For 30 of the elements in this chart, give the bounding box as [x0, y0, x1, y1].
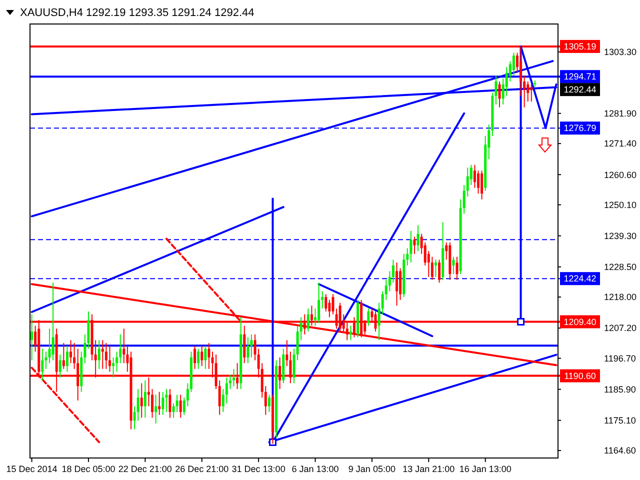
x-tick-label: 15 Dec 2014 [6, 464, 58, 474]
y-tick-label: 1271.40 [604, 138, 637, 149]
y-tick-label: 1185.90 [604, 384, 636, 394]
x-tick-label: 18 Dec 05:00 [62, 464, 116, 474]
ref-line-label: 1224.42 [564, 274, 596, 284]
y-tick-label: 1239.30 [604, 230, 637, 241]
x-tick-label: 16 Jan 13:00 [459, 464, 512, 474]
ref-line-label: 1294.71 [564, 72, 596, 82]
text: 1292.44 [564, 84, 596, 95]
y-tick-label: 1303.30 [604, 47, 637, 58]
ref-line-label: 1190.60 [564, 370, 596, 381]
y-tick-label: 1250.10 [604, 200, 637, 210]
y-tick-label: 1196.70 [604, 353, 636, 364]
y-tick-label: 1218.00 [604, 292, 637, 302]
x-tick-label: 9 Jan 05:00 [348, 464, 396, 474]
x-tick-label: 31 Dec 13:00 [232, 464, 286, 474]
y-tick-label: 1228.50 [604, 262, 637, 272]
y-tick-label: 1175.10 [604, 416, 636, 426]
y-tick-label: 1260.60 [604, 170, 637, 180]
ref-line-label: 1276.79 [564, 123, 596, 134]
ref-line-label: 1209.40 [564, 316, 596, 327]
x-tick-label: 6 Jan 13:00 [292, 464, 339, 474]
y-tick-label: 1281.90 [604, 108, 637, 119]
x-tick-label: 26 Dec 21:00 [175, 464, 229, 474]
y-tick-label: 1164.60 [604, 446, 636, 456]
ref-line-label: 1305.19 [564, 42, 596, 52]
x-tick-label: 22 Dec 21:00 [118, 464, 172, 474]
chart-title: XAUUSD,H4 1292.19 1293.35 1291.24 1292.44 [20, 7, 254, 19]
x-tick-label: 13 Jan 21:00 [402, 464, 455, 474]
y-tick-label: 1207.20 [604, 323, 637, 334]
